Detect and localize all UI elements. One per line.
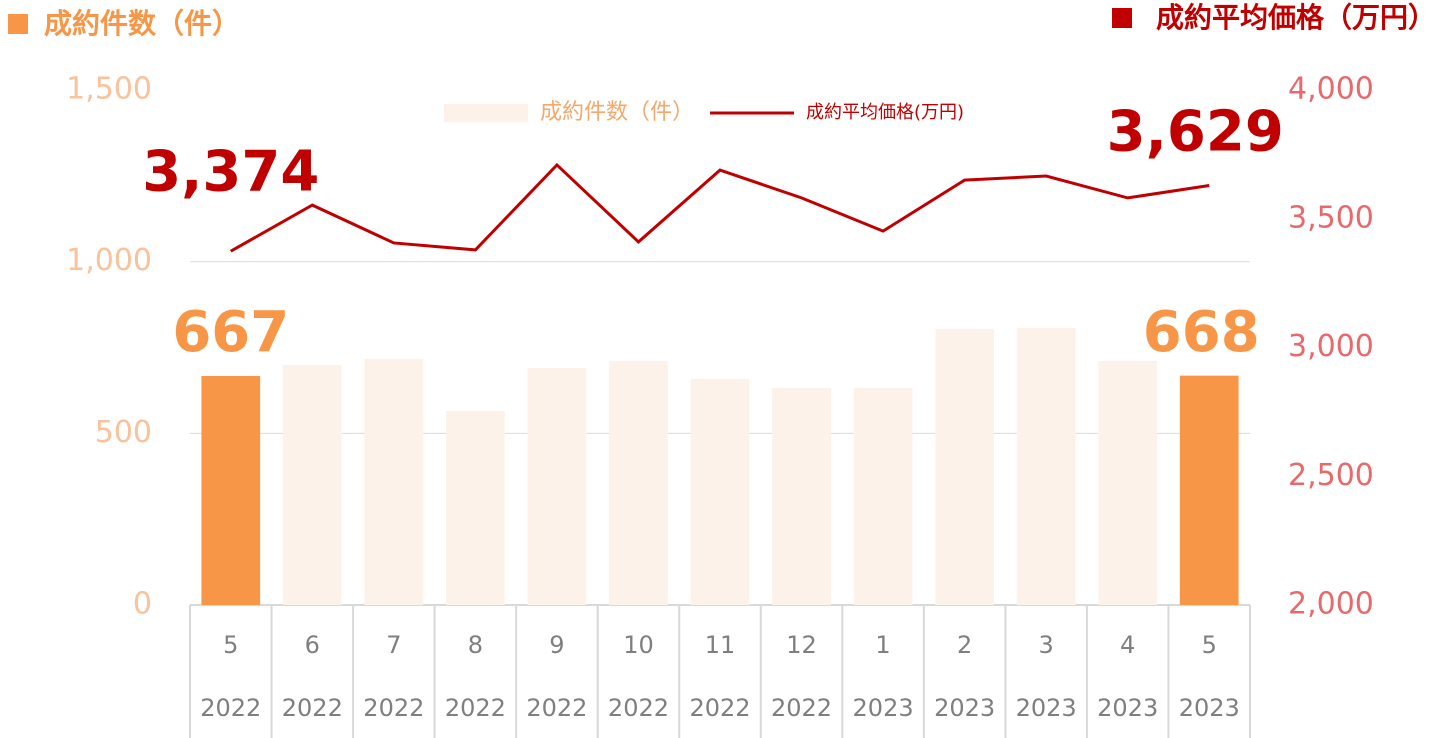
title-swatch [8, 14, 28, 34]
y-tick-label: 0 [133, 587, 152, 622]
x-year-label: 2023 [1179, 694, 1240, 722]
bar [690, 379, 750, 605]
bar [609, 360, 668, 605]
x-year-label: 2023 [934, 694, 995, 722]
legend-swatch [444, 104, 528, 122]
x-year-label: 2023 [853, 694, 914, 722]
y2-tick-label: 3,500 [1288, 200, 1374, 235]
y-tick-label: 1,500 [66, 72, 152, 107]
x-year-label: 2022 [771, 694, 832, 722]
bar [853, 388, 913, 605]
y2-tick-label: 4,000 [1288, 72, 1374, 107]
y2-title-swatch [1112, 8, 1132, 28]
line [230, 162, 1210, 253]
x-year-label: 2022 [526, 694, 587, 722]
x-tick-label: 5 [1202, 631, 1217, 659]
bar [282, 365, 342, 605]
line-value-label: 3,374 [142, 139, 319, 204]
x-year-label: 2022 [282, 694, 343, 722]
legend-label: 成約平均価格(万円) [806, 102, 964, 123]
bar [772, 388, 831, 605]
bar-value-label: 667 [172, 300, 289, 365]
x-tick-label: 1 [875, 631, 890, 659]
x-tick-label: 10 [623, 631, 654, 659]
x-tick-label: 11 [705, 631, 736, 659]
x-year-label: 2022 [689, 694, 750, 722]
line-value-label: 3,629 [1107, 100, 1284, 165]
bar [935, 328, 994, 605]
x-year-label: 2022 [445, 694, 506, 722]
bar [446, 411, 505, 605]
y2-tick-label: 3,000 [1288, 329, 1374, 364]
x-year-label: 2022 [200, 694, 261, 722]
x-year-label: 2022 [608, 694, 669, 722]
bar [527, 368, 587, 605]
x-year-label: 2023 [1097, 694, 1158, 722]
bar [1098, 360, 1158, 605]
x-tick-label: 2 [957, 631, 972, 659]
x-tick-label: 8 [468, 631, 483, 659]
x-tick-label: 5 [223, 631, 238, 659]
bar [1016, 327, 1076, 605]
x-tick-label: 3 [1039, 631, 1054, 659]
x-tick-label: 7 [386, 631, 401, 659]
legend-label: 成約件数（件） [540, 100, 694, 125]
y-tick-label: 500 [95, 415, 152, 450]
x-year-label: 2023 [1016, 694, 1077, 722]
bar [1179, 375, 1239, 605]
x-tick-label: 12 [786, 631, 817, 659]
x-year-label: 2022 [363, 694, 424, 722]
y2-title: 成約平均価格（万円） [1156, 1, 1436, 34]
chart-title: 成約件数（件） [44, 7, 240, 40]
x-tick-label: 6 [305, 631, 320, 659]
bar [201, 375, 261, 605]
bar-value-label: 668 [1143, 300, 1260, 365]
y2-tick-label: 2,000 [1288, 587, 1374, 622]
x-tick-label: 9 [549, 631, 564, 659]
x-tick-label: 4 [1120, 631, 1135, 659]
bar [364, 358, 424, 605]
y-tick-label: 1,000 [66, 243, 152, 278]
y2-tick-label: 2,500 [1288, 458, 1374, 493]
